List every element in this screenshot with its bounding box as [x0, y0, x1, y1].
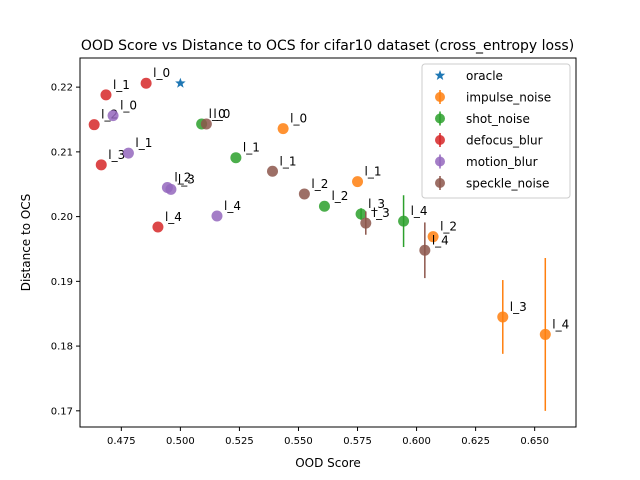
- x-tick-label: 0.650: [520, 436, 549, 447]
- point-label: l_3: [373, 206, 390, 220]
- point-label: l_1: [113, 78, 130, 92]
- point-label: l_2: [331, 189, 348, 203]
- y-tick-label: 0.17: [51, 406, 73, 417]
- point-label: l_0: [213, 107, 230, 121]
- point-label: l_4: [411, 204, 428, 218]
- data-point: [318, 200, 330, 212]
- legend: oracle impulse_noise shot_noise defocus_blu…: [421, 63, 571, 199]
- data-point: [355, 208, 367, 220]
- x-tick-label: 0.575: [343, 436, 372, 447]
- point-label: l_1: [243, 141, 260, 155]
- legend-marker: [434, 70, 446, 80]
- point-label: l_3: [178, 172, 195, 186]
- data-point: [360, 217, 372, 229]
- legend-label: speckle_noise: [466, 177, 549, 191]
- point-label: l_0: [290, 112, 307, 126]
- point-label: l_1: [135, 136, 152, 150]
- data-point: [88, 119, 100, 131]
- point-label: l_1: [365, 165, 382, 179]
- x-tick-label: 0.500: [166, 436, 195, 447]
- legend-label: shot_noise: [466, 112, 530, 126]
- point-label: l_4: [165, 210, 182, 224]
- x-axis-label: OOD Score: [295, 456, 361, 470]
- plot-frame: [79, 57, 577, 428]
- point-label: l_1: [279, 154, 296, 168]
- point-label: l_0: [120, 99, 137, 113]
- data-point: [497, 311, 509, 323]
- legend-marker: [435, 156, 445, 167]
- point-label: l_3: [108, 148, 125, 162]
- plot-area: l_0l_1l_2l_3l_4l_0l_1l_2l_3l_4l_0l_1l_2l…: [88, 66, 569, 411]
- point-label: l_4: [224, 199, 241, 213]
- series-motion-blur: l_0l_1l_2l_3l_4: [107, 99, 241, 222]
- point-label: l_3: [510, 300, 527, 314]
- point-label: l_2: [440, 220, 457, 234]
- legend-label: motion_blur: [466, 155, 538, 169]
- data-point: [419, 244, 431, 256]
- data-point: [122, 147, 134, 159]
- legend-marker: [435, 92, 445, 102]
- series-impulse-noise: l_0 l_1 l_2 l_3 l_4: [277, 112, 569, 411]
- series-shot-noise: l_0 l_1 l_2 l_3 l_4: [196, 107, 428, 248]
- y-tick-label: 0.19: [51, 277, 73, 288]
- legend-marker: [435, 178, 445, 188]
- data-point: [211, 210, 223, 222]
- data-point: [427, 231, 439, 243]
- y-tick-label: 0.20: [51, 212, 73, 223]
- data-point: [352, 176, 364, 188]
- point-label: l_4: [432, 233, 449, 247]
- point-label: l_0: [209, 107, 226, 121]
- y-tick-label: 0.21: [51, 147, 73, 158]
- data-point: [277, 123, 289, 135]
- data-point: [298, 188, 310, 200]
- legend-box: [421, 63, 571, 199]
- legend-marker: [435, 135, 445, 145]
- x-tick-label: 0.600: [402, 436, 431, 447]
- data-point: [152, 221, 164, 233]
- data-point: [200, 118, 212, 130]
- y-tick-label: 0.22: [51, 83, 73, 94]
- x-tick-label: 0.550: [284, 436, 313, 447]
- data-point: [95, 159, 107, 171]
- x-tick-label: 0.525: [225, 436, 254, 447]
- y-tick-label: 0.18: [51, 342, 73, 353]
- point-label: l_3: [368, 197, 385, 211]
- x-tick-label: 0.475: [107, 436, 136, 447]
- data-point-star: [175, 77, 186, 88]
- data-point: [398, 215, 410, 227]
- data-point: [266, 165, 278, 177]
- data-point: [107, 110, 119, 122]
- data-point: [165, 183, 177, 195]
- y-axis-label: Distance to OCS: [19, 194, 33, 292]
- axis-ticks: 0.475 0.500 0.525 0.550 0.575 0.600 0.625 0.650…: [51, 83, 549, 447]
- point-label: l_0: [153, 66, 170, 80]
- point-label: l_2: [311, 177, 328, 191]
- data-point: [100, 89, 112, 101]
- chart-title: OOD Score vs Distance to OCS for cifar10…: [81, 38, 574, 54]
- legend-label: impulse_noise: [466, 91, 551, 105]
- x-tick-label: 0.625: [461, 436, 490, 447]
- legend-label: oracle: [466, 69, 503, 83]
- series-speckle-noise: l_0 l_1 l_2 l_3 l_4: [200, 107, 449, 279]
- legend-label: defocus_blur: [466, 134, 543, 148]
- data-point: [140, 77, 152, 89]
- series-oracle: [175, 77, 186, 88]
- point-label: l_2: [174, 170, 191, 184]
- data-point: [230, 152, 242, 164]
- data-point: [539, 328, 551, 340]
- point-label: l_4: [552, 317, 569, 331]
- legend-marker: [435, 113, 445, 124]
